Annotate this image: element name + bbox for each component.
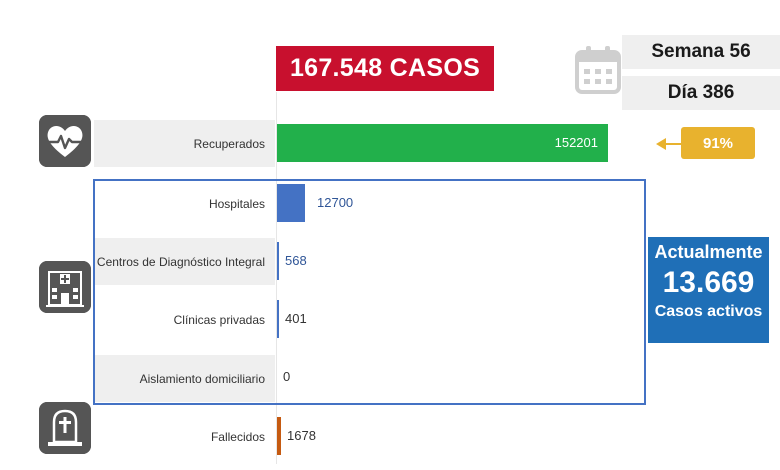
bar-fallecidos (277, 417, 281, 455)
bar-recuperados (277, 124, 608, 162)
recovered-percent-badge: 91% (681, 127, 755, 159)
active-facilities-group (93, 179, 646, 405)
bar-hospitales (277, 184, 305, 222)
day-counter: Día 386 (622, 76, 780, 110)
value-label-recuperados: 152201 (554, 135, 598, 150)
category-label: Aislamiento domiciliario (94, 355, 275, 402)
axis-baseline (276, 92, 277, 464)
value-label-aislamiento-domiciliario: 0 (283, 369, 291, 384)
category-label: Clínicas privadas (173, 312, 265, 327)
tombstone-icon (39, 402, 91, 454)
bar-clinicas-privadas (277, 300, 279, 338)
value-label-hospitales: 12700 (317, 195, 354, 210)
category-label: Recuperados (94, 120, 275, 167)
active-cases-panel: Actualmente 13.669 Casos activos (648, 237, 769, 343)
bar-centros-diagnostico (277, 242, 279, 280)
active-cases-caption: Actualmente (654, 242, 763, 262)
value-label-centros-diagnostico: 568 (285, 253, 307, 268)
total-cases-badge: 167.548 CASOS (276, 46, 494, 91)
week-counter: Semana 56 (622, 35, 780, 69)
category-label: Hospitales (208, 196, 265, 211)
active-cases-value: 13.669 (662, 266, 755, 299)
hospital-building-icon (39, 261, 91, 313)
arrow-left-icon (656, 138, 684, 150)
calendar-icon (575, 46, 621, 94)
heart-pulse-icon (39, 115, 91, 167)
value-label-clinicas-privadas: 401 (285, 311, 307, 326)
value-label-fallecidos: 1678 (287, 428, 316, 443)
active-cases-subcaption: Casos activos (654, 303, 763, 320)
category-label: Fallecidos (210, 429, 265, 444)
category-label: Centros de Diagnóstico Integral (94, 238, 275, 285)
